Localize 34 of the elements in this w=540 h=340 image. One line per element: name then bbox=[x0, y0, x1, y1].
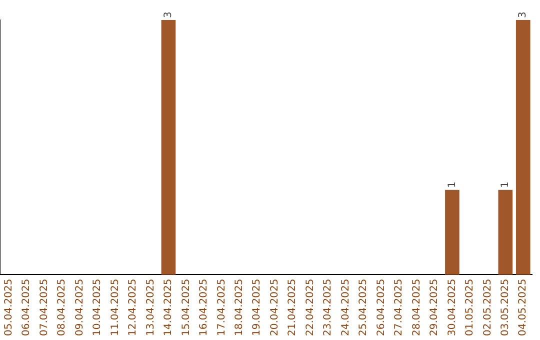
data-label: 3 bbox=[163, 12, 174, 18]
x-tick-label: 19.04.2025 bbox=[252, 278, 263, 336]
x-tick-label: 29.04.2025 bbox=[429, 278, 440, 336]
x-tick-label: 07.04.2025 bbox=[38, 278, 50, 336]
x-tick-label: 13.04.2025 bbox=[145, 278, 156, 336]
x-tick-label: 05.04.2025 bbox=[3, 278, 14, 336]
x-tick-label: 10.04.2025 bbox=[92, 278, 104, 336]
x-tick-label: 20.04.2025 bbox=[269, 278, 280, 336]
x-tick-label: 04.05.2025 bbox=[518, 278, 529, 336]
x-tick-label: 15.04.2025 bbox=[180, 278, 192, 336]
x-tick-label: 14.04.2025 bbox=[163, 278, 174, 336]
x-tick-label: 23.04.2025 bbox=[322, 278, 334, 336]
x-tick-label: 27.04.2025 bbox=[394, 278, 405, 336]
x-tick-label: 24.04.2025 bbox=[340, 278, 352, 336]
x-tick-label: 17.04.2025 bbox=[216, 278, 228, 336]
x-tick-label: 28.04.2025 bbox=[411, 278, 422, 336]
x-tick-label: 08.04.2025 bbox=[56, 278, 68, 336]
data-label: 3 bbox=[518, 12, 529, 18]
data-label: 1 bbox=[446, 181, 458, 188]
x-tick-label: 09.04.2025 bbox=[74, 278, 86, 336]
x-tick-label: 18.04.2025 bbox=[234, 278, 245, 336]
x-tick-label: 06.04.2025 bbox=[21, 278, 32, 336]
x-tick-label: 22.04.2025 bbox=[304, 278, 316, 336]
x-tick-label: 02.05.2025 bbox=[482, 278, 494, 336]
data-label: 1 bbox=[500, 181, 511, 188]
x-tick-label: 25.04.2025 bbox=[358, 278, 370, 336]
x-tick-label: 12.04.2025 bbox=[128, 278, 139, 336]
x-tick-label: 01.05.2025 bbox=[464, 278, 476, 336]
x-tick-label: 16.04.2025 bbox=[198, 278, 210, 336]
x-tick-label: 30.04.2025 bbox=[446, 278, 458, 336]
x-tick-label: 03.05.2025 bbox=[500, 278, 511, 336]
x-tick-label: 11.04.2025 bbox=[110, 278, 121, 336]
x-tick-label: 21.04.2025 bbox=[287, 278, 298, 336]
x-tick-label: 26.04.2025 bbox=[376, 278, 387, 336]
